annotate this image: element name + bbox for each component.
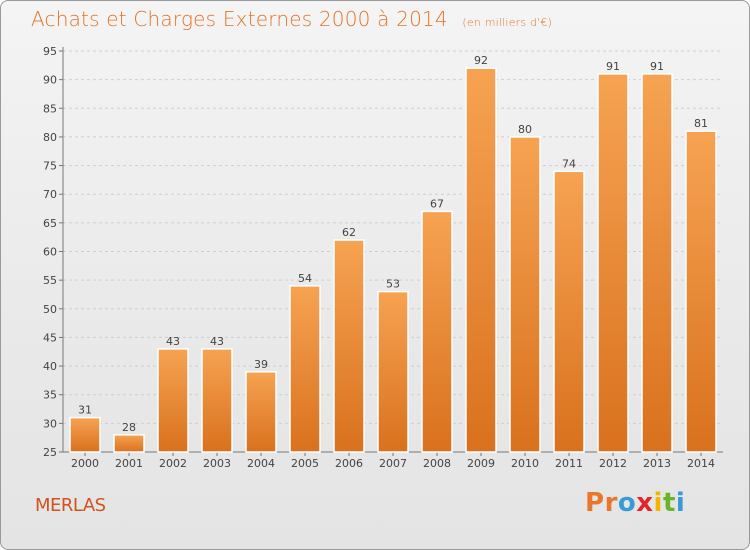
logo-letter: i [653, 488, 663, 518]
bar-2007 [377, 290, 409, 453]
x-tick-label-2009: 2009 [467, 457, 495, 470]
x-tick-label-2013: 2013 [643, 457, 671, 470]
bar-2003 [201, 348, 233, 453]
town-name: MERLAS [35, 495, 106, 516]
value-label-2002: 43 [166, 335, 180, 348]
value-label-2005: 54 [298, 272, 312, 285]
y-tick-label: 55 [43, 274, 57, 287]
value-label-2006: 62 [342, 226, 356, 239]
logo-letter: P [585, 488, 605, 518]
bar-2001 [113, 434, 145, 453]
y-tick-label: 45 [43, 331, 57, 344]
value-label-2000: 31 [78, 404, 92, 417]
value-label-2003: 43 [210, 335, 224, 348]
bar-2011 [553, 170, 585, 453]
logo-letter: i [675, 488, 686, 518]
x-tick-label-2012: 2012 [599, 457, 627, 470]
bar-2012 [597, 73, 629, 453]
x-tick-label-2010: 2010 [511, 457, 539, 470]
proxiti-logo: Proxiti [585, 488, 685, 518]
x-tick-label-2007: 2007 [379, 457, 407, 470]
y-tick-label: 90 [43, 74, 57, 87]
x-tick-label-2003: 2003 [203, 457, 231, 470]
y-tick-label: 75 [43, 160, 57, 173]
x-tick-label-2005: 2005 [291, 457, 319, 470]
y-tick-label: 25 [43, 446, 57, 459]
logo-letter: t [662, 488, 676, 518]
y-tick-label: 65 [43, 217, 57, 230]
y-tick-label: 50 [43, 303, 57, 316]
value-label-2001: 28 [122, 421, 136, 434]
value-label-2007: 53 [386, 278, 400, 291]
labels: 25 30 35 40 45 50 55 60 65 70 75 80 85 90 95 31 2000 28 20… [43, 45, 715, 470]
value-label-2014: 81 [694, 117, 708, 130]
bar-2002 [157, 348, 189, 453]
value-label-2011: 74 [562, 157, 576, 170]
x-tick-label-2011: 2011 [555, 457, 583, 470]
logo-letter: x [636, 488, 654, 518]
bar-2014 [685, 130, 717, 453]
x-tick-label-2014: 2014 [687, 457, 715, 470]
x-tick-label-2004: 2004 [247, 457, 275, 470]
y-tick-label: 30 [43, 417, 57, 430]
bar-2005 [289, 285, 321, 453]
value-label-2009: 92 [474, 54, 488, 67]
value-label-2008: 67 [430, 197, 444, 210]
bars [69, 67, 717, 453]
bar-2010 [509, 136, 541, 453]
chart-title-text: Achats et Charges Externes 2000 à 2014 [31, 7, 448, 31]
value-label-2010: 80 [518, 123, 532, 136]
y-tick-label: 35 [43, 389, 57, 402]
chart-subtitle: (en milliers d'€) [462, 16, 553, 29]
x-tick-label-2008: 2008 [423, 457, 451, 470]
bar-2009 [465, 67, 497, 453]
x-tick-label-2002: 2002 [159, 457, 187, 470]
value-label-2013: 91 [650, 60, 664, 73]
value-label-2012: 91 [606, 60, 620, 73]
chart-title: Achats et Charges Externes 2000 à 2014 (… [31, 7, 552, 31]
logo-letter: r [604, 488, 618, 518]
x-tick-label-2000: 2000 [71, 457, 99, 470]
bar-2000 [69, 416, 101, 453]
logo-letter: o [617, 488, 637, 518]
y-tick-label: 85 [43, 102, 57, 115]
y-tick-label: 60 [43, 246, 57, 259]
bar-2013 [641, 73, 673, 453]
x-tick-label-2006: 2006 [335, 457, 363, 470]
bar-2006 [333, 239, 365, 453]
value-label-2004: 39 [254, 358, 268, 371]
y-tick-label: 95 [43, 45, 57, 58]
bar-2004 [245, 371, 277, 453]
y-tick-label: 80 [43, 131, 57, 144]
y-tick-label: 70 [43, 188, 57, 201]
bar-2008 [421, 210, 453, 453]
y-tick-label: 40 [43, 360, 57, 373]
x-tick-label-2001: 2001 [115, 457, 143, 470]
